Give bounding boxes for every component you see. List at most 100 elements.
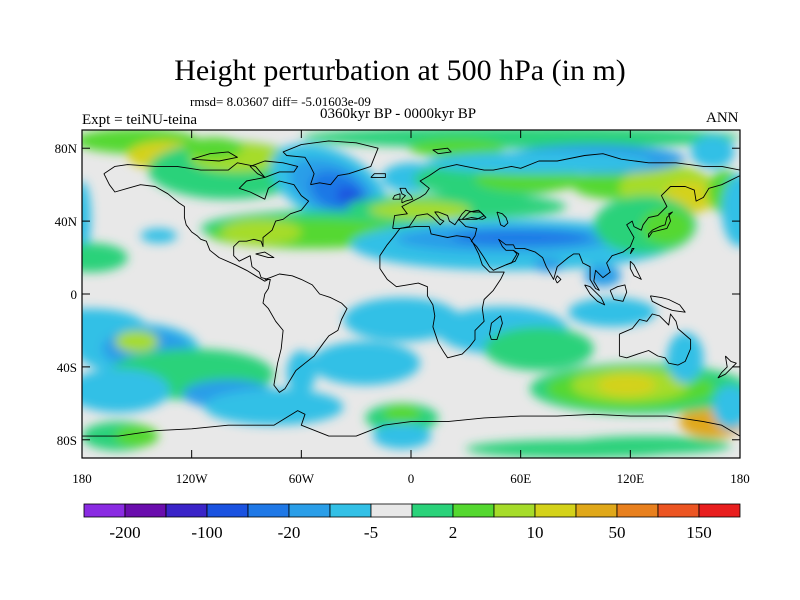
colorbar: -200 -100 -20 -5 2 10 50 150 <box>83 503 741 542</box>
coastline-south-america <box>262 273 348 393</box>
coastline-north-america <box>103 162 310 282</box>
coastline-japan <box>648 211 673 238</box>
field-region-green <box>383 405 421 424</box>
field-region-cyan <box>204 388 344 426</box>
colorbar-swatch <box>616 503 659 518</box>
lat-tick-label: 80N <box>55 141 78 156</box>
field-region-yellow <box>597 374 656 396</box>
colorbar-swatch <box>206 503 249 518</box>
field-region-cyan <box>568 297 656 327</box>
coastline-baffin-island <box>249 160 299 178</box>
map-title: Height perturbation at 500 hPa (in m) <box>174 54 626 87</box>
colorbar-swatch <box>83 503 126 518</box>
coastline-africa <box>379 226 505 359</box>
colorbar-label: -20 <box>278 523 301 542</box>
colorbar-swatch <box>165 503 208 518</box>
coastline-iceland <box>370 173 386 178</box>
coastline-antarctica <box>82 410 740 437</box>
colorbar-swatch <box>124 503 167 518</box>
field-region-cyan <box>82 368 170 413</box>
colorbar-label: -100 <box>191 523 222 542</box>
field-region-green <box>114 425 159 447</box>
field-region-cyan <box>712 385 740 429</box>
colorbar-label: 10 <box>527 523 544 542</box>
lon-tick-label: 60E <box>510 471 531 486</box>
coastline-svalbard <box>432 147 452 155</box>
coastline-caribbean <box>255 251 275 259</box>
coastline-australia <box>618 313 692 366</box>
field-region-cyan <box>690 135 735 169</box>
coastline-sumatra <box>584 284 606 306</box>
period-label: 0360kyr BP - 0000kyr BP <box>320 106 477 122</box>
lon-tick-label: 180 <box>72 471 92 486</box>
colorbar-swatch <box>493 503 536 518</box>
field-region-aqua <box>484 326 594 371</box>
coastline-asia-east <box>392 175 740 291</box>
coastline-arctic-islands <box>191 151 238 162</box>
colorbar-swatch <box>452 503 495 518</box>
field-region-cyan <box>666 332 704 384</box>
colorbar-label: 50 <box>609 523 626 542</box>
coastline-borneo <box>609 284 628 302</box>
lat-tick-label: 0 <box>71 287 78 302</box>
field-region-cyan <box>310 341 421 386</box>
colorbar-label: 2 <box>449 523 458 542</box>
field-region-cyan <box>140 228 178 243</box>
coastline-philippines <box>629 260 642 280</box>
height-field <box>82 130 740 458</box>
field-region-green <box>184 137 243 160</box>
axis-ticks: 180 120W 60W 0 60E 120E 180 80N 40N 0 40S 80S <box>55 130 750 486</box>
colorbar-label: 150 <box>686 523 712 542</box>
coastline-arabia-india-hint <box>505 249 520 266</box>
field-region-blue <box>451 230 591 245</box>
field-region-cyan <box>82 181 92 254</box>
experiment-label: Expt = teiNU-teina <box>82 112 198 128</box>
coastline-greenland <box>282 140 379 186</box>
lat-tick-label: 40S <box>57 360 77 375</box>
field-region-yellow_green <box>114 330 159 353</box>
colorbar-swatch <box>247 503 290 518</box>
lon-tick-label: 0 <box>408 471 415 486</box>
field-region-cyan <box>372 423 432 449</box>
coastline-new-guinea <box>649 295 686 313</box>
field-region-cyan <box>286 350 316 395</box>
field-region-aqua <box>566 436 731 455</box>
colorbar-swatch <box>575 503 618 518</box>
season-label: ANN <box>706 110 739 126</box>
colorbar-swatch <box>288 503 331 518</box>
coastline-europe-asia <box>392 153 740 229</box>
coastline-sri-lanka <box>554 275 562 284</box>
coastline-taiwan <box>629 247 635 255</box>
lat-tick-label: 40N <box>55 214 78 229</box>
field-region-cyan <box>425 151 653 174</box>
lon-tick-label: 120W <box>176 471 209 486</box>
coastline-new-zealand <box>717 355 737 379</box>
colorbar-label: -200 <box>109 523 140 542</box>
field-region-yellow_green <box>220 219 302 245</box>
field-region-light_blue <box>533 257 563 273</box>
coastline-british-isles <box>399 187 414 204</box>
colorbar-swatch <box>698 503 741 518</box>
field-region-cyan <box>343 297 461 342</box>
coastline-ireland <box>392 193 401 200</box>
colorbar-swatch <box>370 503 413 518</box>
coastlines <box>82 140 740 437</box>
field-region-green <box>641 208 693 245</box>
colorbar-swatch <box>329 503 372 518</box>
lon-tick-label: 120E <box>617 471 645 486</box>
colorbar-label: -5 <box>364 523 378 542</box>
lon-tick-label: 60W <box>289 471 315 486</box>
stats-line: rmsd= 8.03607 diff= -5.01603e-09 <box>190 94 371 109</box>
coastline-black-sea <box>461 209 485 220</box>
colorbar-swatch <box>534 503 577 518</box>
field-region-cyan <box>721 173 740 247</box>
lat-tick-label: 80S <box>57 433 77 448</box>
colorbar-swatch <box>411 503 454 518</box>
coastline-madagascar <box>489 315 503 341</box>
lon-tick-label: 180 <box>730 471 750 486</box>
colorbar-swatch <box>657 503 700 518</box>
field-region-aqua <box>82 243 128 273</box>
coastline-caspian <box>496 211 509 228</box>
field-region-yellow_green <box>368 201 472 220</box>
